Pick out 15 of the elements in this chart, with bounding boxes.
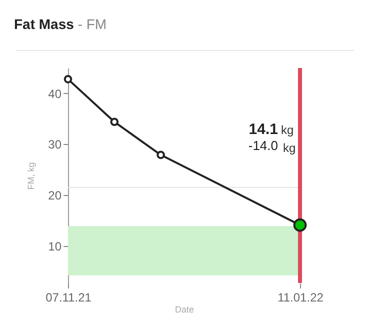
y-tick-label: 30 bbox=[48, 138, 62, 152]
chart-title: Fat Mass bbox=[14, 16, 74, 32]
x-axis-title: Date bbox=[174, 304, 194, 314]
annotation: -14.0 kg bbox=[248, 138, 296, 155]
x-tick-label: 11.01.22 bbox=[278, 290, 324, 304]
y-tick-label: 20 bbox=[48, 188, 62, 203]
x-tick-label: 07.11.21 bbox=[46, 290, 92, 304]
chart-subtitle: - FM bbox=[78, 16, 107, 32]
point bbox=[64, 75, 72, 84]
point bbox=[110, 118, 119, 126]
y-tick-label: 40 bbox=[48, 86, 62, 101]
y-axis-title: FM, kg bbox=[26, 162, 36, 190]
annotation: 14.1 kg bbox=[248, 121, 294, 138]
y-tick-label: 10 bbox=[48, 239, 62, 254]
point bbox=[156, 150, 165, 160]
